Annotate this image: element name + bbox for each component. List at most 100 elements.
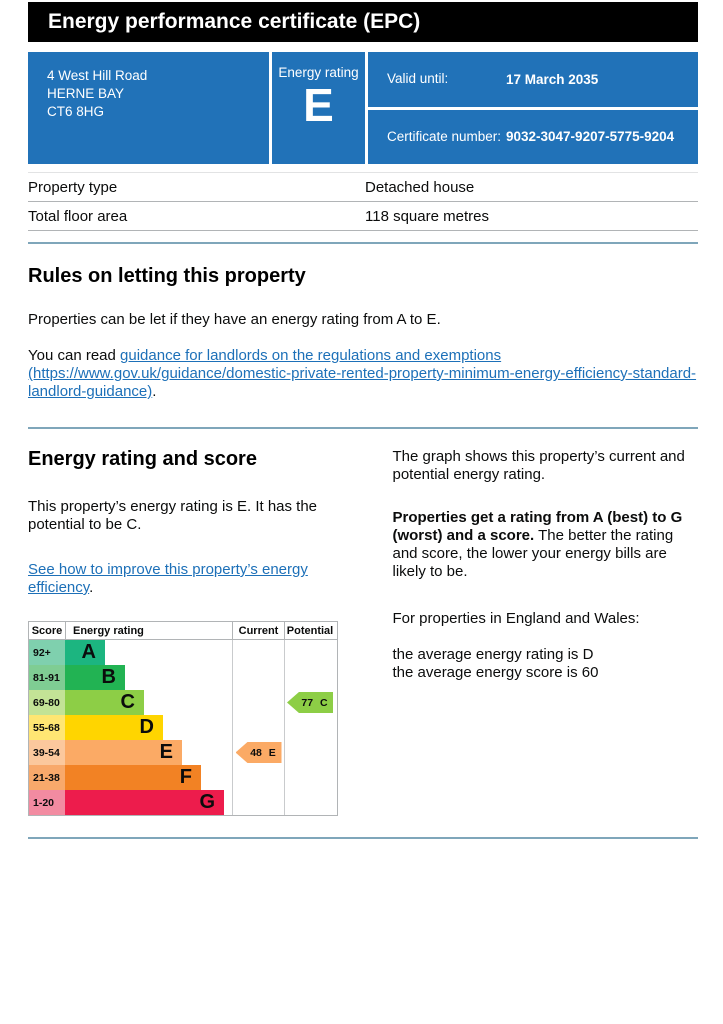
energy-rating-label: Energy rating [278,65,359,80]
epc-band-row: 92+ A [29,640,337,665]
certificate-number-row: Certificate number: 9032-3047-9207-5775-… [368,110,698,165]
band-bar-d: D [65,715,163,740]
rules-paragraph: Properties can be let if they have an en… [28,311,441,328]
section-divider [28,837,698,839]
average-rating-line: the average energy rating is D [392,646,594,663]
band-score-range: 39-54 [29,740,65,765]
current-rating-cell [232,640,284,665]
current-rating-cell [232,665,284,690]
property-details-table: Property type Detached house Total floor… [28,172,698,231]
floor-area-value: 118 square metres [365,207,489,225]
current-rating-cell [232,790,284,815]
potential-column-header: Potential [284,622,335,639]
validity-cells: Valid until: 17 March 2035 Certificate n… [368,52,698,164]
current-rating-cell [232,765,284,790]
energy-rating-letter: E [303,79,334,131]
table-row: Property type Detached house [28,173,698,202]
current-column-header: Current [232,622,284,639]
potential-rating-cell [284,740,335,765]
band-bar-c: C [65,690,144,715]
property-type-value: Detached house [365,178,475,196]
epc-band-row: 69-80 C 77 C [29,690,337,715]
valid-until-row: Valid until: 17 March 2035 [368,52,698,110]
potential-rating-cell: 77 C [284,690,335,715]
address-line-3: CT6 8HG [47,104,105,120]
improve-efficiency-link[interactable]: See how to improve this property’s energ… [28,561,308,596]
guidance-paragraph: You can read guidance for landlords on t… [28,347,698,401]
band-bar-cell: F [65,765,232,790]
section-divider [28,242,698,244]
band-score-range: 69-80 [29,690,65,715]
rating-section: Energy rating and score This property’s … [28,448,698,816]
epc-band-row: 81-91 B [29,665,337,690]
rating-right-column: The graph shows this property’s current … [392,448,698,816]
band-bar-cell: E [65,740,232,765]
score-column-header: Score [31,624,63,637]
band-score-range: 1-20 [29,790,65,815]
section-divider [28,427,698,429]
epc-band-row: 1-20 G [29,790,337,815]
averages-paragraph: the average energy rating is D the avera… [392,646,698,682]
band-bar-cell: G [65,790,232,815]
rating-explainer-paragraph: Properties get a rating from A (best) to… [392,509,698,581]
potential-rating-cell [284,640,335,665]
average-score-line: the average energy score is 60 [392,664,599,681]
band-score-range: 92+ [29,640,65,665]
certificate-summary-box: 4 West Hill Road HERNE BAY CT6 8HG Energ… [28,52,698,164]
current-rating-cell [232,690,284,715]
band-bar-b: B [65,665,125,690]
epc-chart-header: Score Energy rating Current Potential [29,622,337,640]
epc-band-row: 55-68 D [29,715,337,740]
rating-summary-paragraph: This property’s energy rating is E. It h… [28,498,318,533]
improve-suffix: . [89,579,94,596]
band-bar-cell: D [65,715,232,740]
band-score-range: 21-38 [29,765,65,790]
band-bar-g: G [65,790,224,815]
rating-explainer-bold: Properties get a rating from A (best) to… [392,509,683,544]
current-rating-cell: 48 E [232,740,284,765]
band-score-range: 55-68 [29,715,65,740]
address-line-1: 4 West Hill Road [47,68,148,83]
epc-chart-body: 92+ A 81-91 B 69-80 C 77 C 55-68 D 39-54 E 48 E 21-3… [29,640,337,815]
rules-section-heading: Rules on letting this property [28,265,306,287]
band-bar-cell: C [65,690,232,715]
landlord-guidance-link[interactable]: guidance for landlords on the regulation… [28,347,697,400]
valid-until-value: 17 March 2035 [506,71,599,87]
band-bar-e: E [65,740,182,765]
table-row: Total floor area 118 square metres [28,202,698,231]
potential-rating-cell [284,665,335,690]
page-title: Energy performance certificate (EPC) [48,10,421,33]
floor-area-label: Total floor area [28,207,128,225]
rating-left-column: Energy rating and score This property’s … [28,448,359,816]
epc-band-row: 39-54 E 48 E [29,740,337,765]
potential-rating-arrow: 77 C [287,692,333,713]
band-score-range: 81-91 [29,665,65,690]
property-type-label: Property type [28,178,118,196]
improve-paragraph: See how to improve this property’s energ… [28,561,359,597]
epc-rating-chart: Score Energy rating Current Potential 92… [28,621,338,816]
band-bar-cell: A [65,640,232,665]
document-title-bar: Energy performance certificate (EPC) [28,2,698,42]
rating-explainer-rest: The better the rating and score, the low… [392,527,674,580]
valid-until-label: Valid until: [387,71,449,87]
address-line-2: HERNE BAY [47,86,125,102]
energy-rating-cell: Energy rating E [272,52,368,164]
guidance-suffix: . [152,383,157,400]
guidance-prefix: You can read [28,347,121,364]
current-rating-cell [232,715,284,740]
band-bar-cell: B [65,665,232,690]
band-bar-a: A [65,640,105,665]
band-bar-f: F [65,765,201,790]
property-address: 4 West Hill Road HERNE BAY CT6 8HG [28,52,272,164]
current-rating-arrow: 48 E [235,742,282,763]
certificate-number-label: Certificate number: [387,128,502,144]
potential-rating-cell [284,790,335,815]
certificate-number-value: 9032-3047-9207-5775-9204 [506,129,675,145]
england-wales-paragraph: For properties in England and Wales: [392,610,640,627]
potential-rating-cell [284,715,335,740]
epc-band-row: 21-38 F [29,765,337,790]
rating-section-heading: Energy rating and score [28,448,257,470]
graph-description-paragraph: The graph shows this property’s current … [392,448,685,483]
rating-column-header: Energy rating [65,622,232,639]
